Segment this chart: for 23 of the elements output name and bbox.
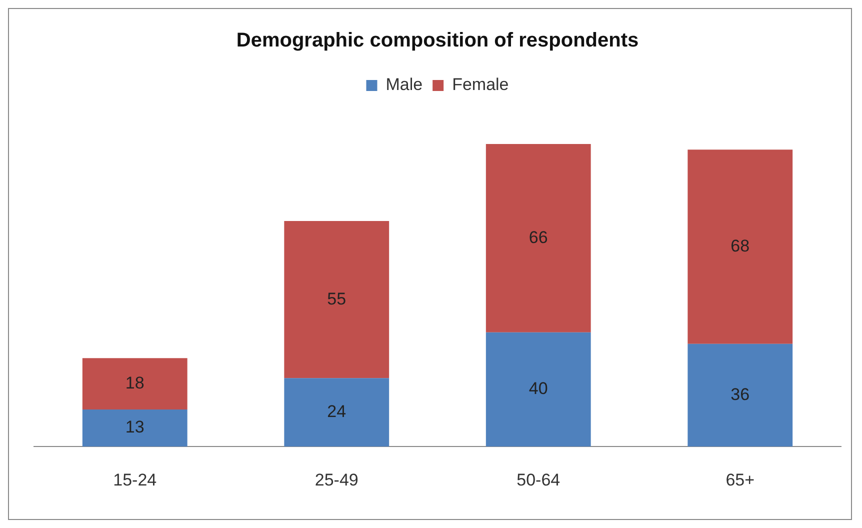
x-tick-label: 25-49 — [314, 470, 358, 490]
data-label: 24 — [327, 402, 346, 422]
bar — [688, 344, 793, 447]
bar — [688, 150, 793, 344]
data-label: 40 — [528, 379, 548, 398]
data-label: 68 — [730, 236, 750, 256]
legend-label: Female — [452, 75, 509, 94]
bar — [284, 378, 390, 447]
bar — [284, 221, 390, 378]
data-label: 55 — [327, 289, 346, 308]
legend-label: Male — [386, 75, 423, 94]
x-tick-label: 50-64 — [516, 470, 560, 490]
chart-title: Demographic composition of respondents — [236, 30, 639, 52]
bar — [486, 144, 591, 332]
data-label: 13 — [125, 418, 144, 437]
bar — [82, 358, 188, 410]
data-label: 36 — [730, 384, 750, 404]
data-label: 66 — [528, 228, 548, 247]
bar — [486, 332, 591, 447]
x-tick-label: 15-24 — [113, 470, 157, 490]
bar — [82, 409, 188, 447]
x-tick-label: 65+ — [726, 470, 755, 490]
data-label: 18 — [125, 373, 144, 392]
